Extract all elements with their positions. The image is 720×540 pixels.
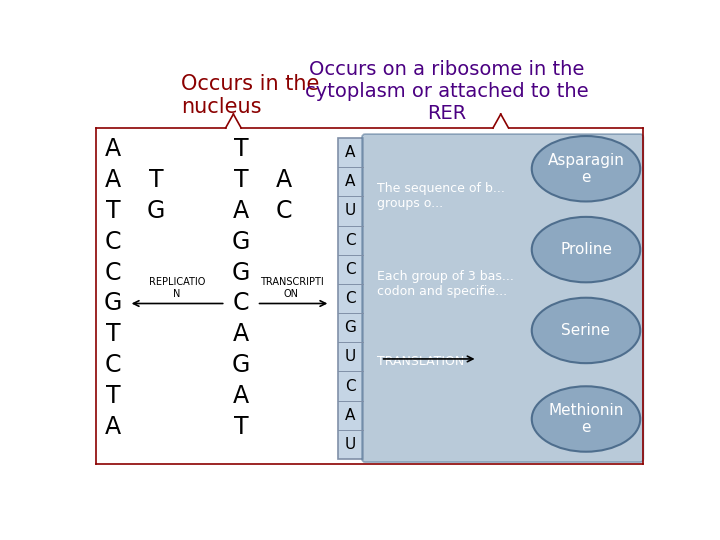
Text: A: A <box>345 174 356 189</box>
Text: A: A <box>105 415 121 438</box>
Text: A: A <box>233 322 249 346</box>
Text: A: A <box>345 145 356 160</box>
Text: A: A <box>105 168 121 192</box>
Text: T: T <box>148 168 163 192</box>
Text: A: A <box>233 199 249 223</box>
FancyBboxPatch shape <box>362 134 644 462</box>
Text: C: C <box>345 262 356 277</box>
Ellipse shape <box>532 217 640 282</box>
Text: TRANSLATION: TRANSLATION <box>377 355 464 368</box>
Text: C: C <box>105 230 122 254</box>
Text: The sequence of b...
groups o...: The sequence of b... groups o... <box>377 181 505 210</box>
Text: Occurs on a ribosome in the
cytoplasm or attached to the
RER: Occurs on a ribosome in the cytoplasm or… <box>305 60 588 123</box>
Text: G: G <box>232 230 251 254</box>
FancyBboxPatch shape <box>338 138 363 459</box>
Text: G: G <box>344 320 356 335</box>
Text: T: T <box>106 199 120 223</box>
Text: C: C <box>345 291 356 306</box>
Text: C: C <box>345 233 356 248</box>
Text: Proline: Proline <box>560 242 612 257</box>
Text: Serine: Serine <box>562 323 611 338</box>
Text: REPLICATIO
N: REPLICATIO N <box>149 277 205 299</box>
Text: C: C <box>233 292 249 315</box>
Ellipse shape <box>532 136 640 201</box>
Text: T: T <box>234 138 248 161</box>
Text: G: G <box>104 292 122 315</box>
Text: A: A <box>105 138 121 161</box>
Text: C: C <box>105 353 122 377</box>
Text: C: C <box>276 199 292 223</box>
Text: G: G <box>232 261 251 285</box>
Text: Methionin
e: Methionin e <box>549 403 624 435</box>
Text: A: A <box>345 408 356 423</box>
Ellipse shape <box>532 386 640 452</box>
Text: Occurs in the
nucleus: Occurs in the nucleus <box>181 74 320 117</box>
Text: C: C <box>345 379 356 394</box>
Text: T: T <box>234 168 248 192</box>
Text: T: T <box>106 322 120 346</box>
Text: A: A <box>233 384 249 408</box>
Text: U: U <box>345 437 356 452</box>
Text: Asparagin
e: Asparagin e <box>548 152 624 185</box>
Text: TRANSCRIPTI
ON: TRANSCRIPTI ON <box>260 277 323 299</box>
Text: Each group of 3 bas...
codon and specifie...: Each group of 3 bas... codon and specifi… <box>377 270 513 298</box>
Text: U: U <box>345 349 356 364</box>
Text: C: C <box>105 261 122 285</box>
Text: A: A <box>276 168 292 192</box>
Text: T: T <box>106 384 120 408</box>
Text: T: T <box>234 415 248 438</box>
Text: U: U <box>345 204 356 218</box>
Text: G: G <box>232 353 251 377</box>
Text: G: G <box>147 199 165 223</box>
Ellipse shape <box>532 298 640 363</box>
